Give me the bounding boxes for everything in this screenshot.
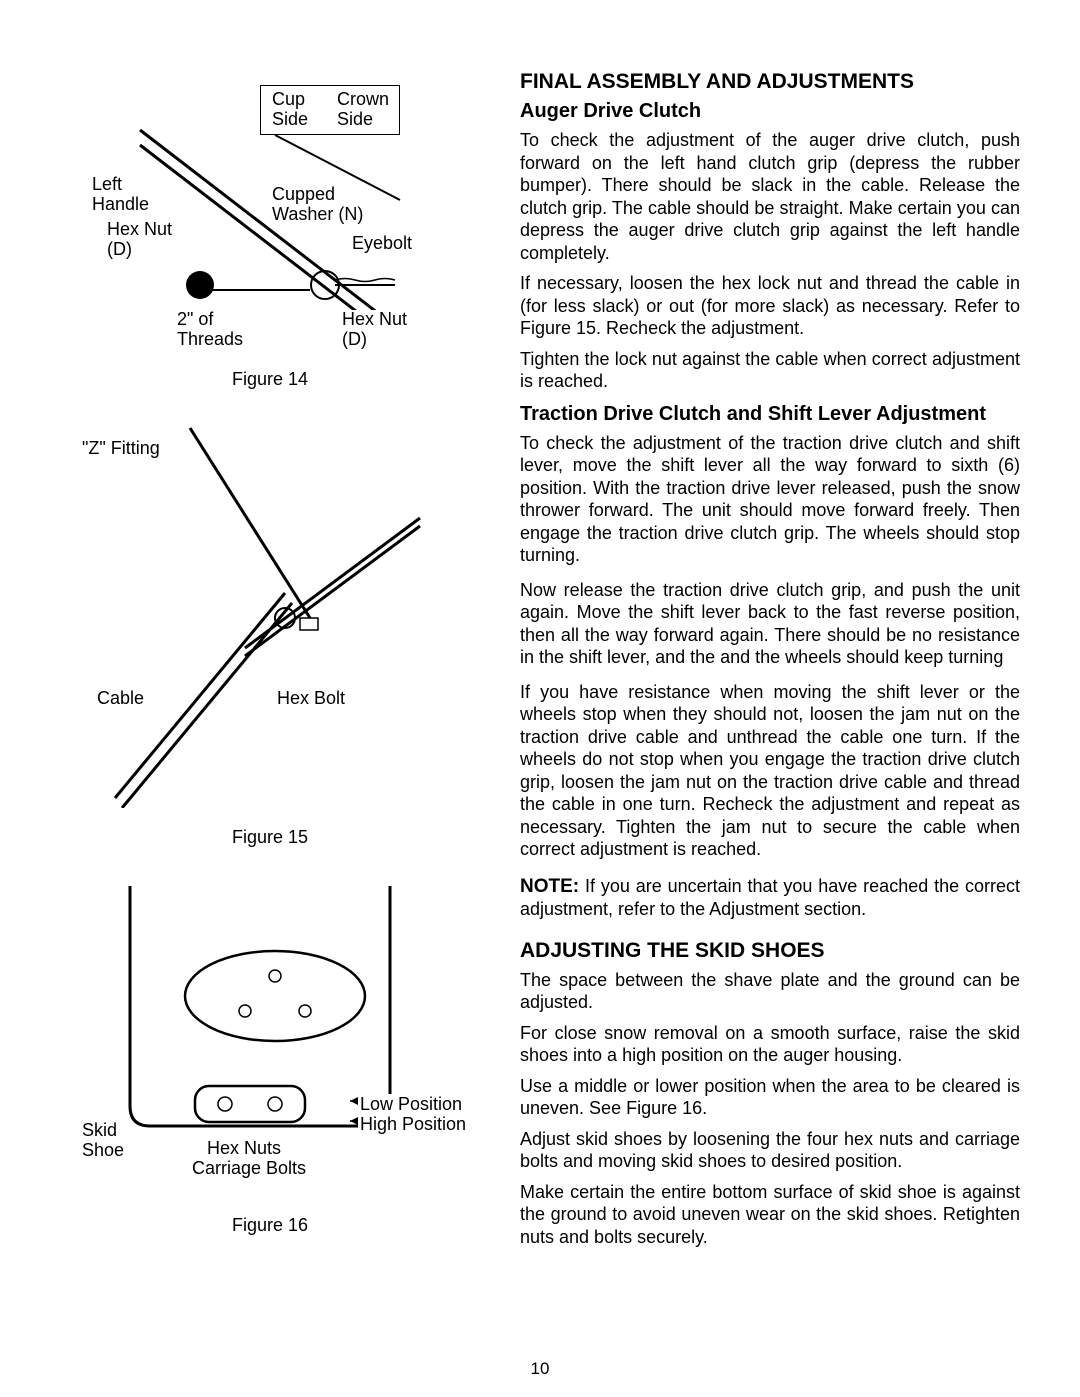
label-cup-side: CupSide	[270, 90, 310, 130]
label-cable: Cable	[95, 688, 146, 709]
label-z-fitting: "Z" Fitting	[80, 438, 162, 459]
subheading-traction: Traction Drive Clutch and Shift Lever Ad…	[520, 403, 1020, 426]
page: CupSide CrownSide LeftHandle CuppedWashe…	[60, 70, 1020, 1357]
label-hex-bolt: Hex Bolt	[275, 688, 347, 709]
right-column: FINAL ASSEMBLY AND ADJUSTMENTS Auger Dri…	[520, 70, 1020, 1357]
para-skid-5: Make certain the entire bottom surface o…	[520, 1181, 1020, 1249]
label-crown-side: CrownSide	[335, 90, 391, 130]
figure-14-caption: Figure 14	[60, 369, 480, 390]
para-auger-2: If necessary, loosen the hex lock nut an…	[520, 272, 1020, 340]
note-label: NOTE:	[520, 876, 579, 897]
label-skid-shoe: SkidShoe	[80, 1121, 126, 1161]
label-high-position: High Position	[358, 1114, 468, 1135]
page-number: 10	[0, 1359, 1080, 1379]
para-skid-2: For close snow removal on a smooth surfa…	[520, 1022, 1020, 1067]
figure-15: "Z" Fitting Cable Hex Bolt Figure 15	[60, 418, 480, 848]
heading-final-assembly: FINAL ASSEMBLY AND ADJUSTMENTS	[520, 70, 1020, 94]
para-traction-1: To check the adjustment of the traction …	[520, 432, 1020, 567]
heading-skid-shoes: ADJUSTING THE SKID SHOES	[520, 939, 1020, 963]
figure-16: SkidShoe Hex Nuts Carriage Bolts Low Pos…	[60, 876, 480, 1236]
label-hex-nut-left: Hex Nut(D)	[105, 220, 174, 260]
label-low-position: Low Position	[358, 1094, 464, 1115]
para-skid-3: Use a middle or lower position when the …	[520, 1075, 1020, 1120]
para-traction-3: If you have resistance when moving the s…	[520, 681, 1020, 861]
label-carriage-bolts: Carriage Bolts	[190, 1158, 308, 1179]
label-eyebolt: Eyebolt	[350, 233, 414, 254]
figure-16-caption: Figure 16	[60, 1215, 480, 1236]
para-traction-2: Now release the traction drive clutch gr…	[520, 579, 1020, 669]
figure-15-caption: Figure 15	[60, 827, 480, 848]
label-left-handle: LeftHandle	[90, 175, 151, 215]
label-hex-nut-right: Hex Nut(D)	[340, 310, 409, 350]
para-auger-3: Tighten the lock nut against the cable w…	[520, 348, 1020, 393]
note-paragraph: NOTE: If you are uncertain that you have…	[520, 875, 1020, 921]
figure-15-diagram	[110, 418, 440, 808]
left-column: CupSide CrownSide LeftHandle CuppedWashe…	[60, 70, 480, 1357]
figure-14: CupSide CrownSide LeftHandle CuppedWashe…	[60, 70, 480, 390]
label-threads: 2" ofThreads	[175, 310, 245, 350]
note-text: If you are uncertain that you have reach…	[520, 876, 1020, 920]
subheading-auger: Auger Drive Clutch	[520, 100, 1020, 123]
para-skid-1: The space between the shave plate and th…	[520, 969, 1020, 1014]
para-auger-1: To check the adjustment of the auger dri…	[520, 129, 1020, 264]
para-skid-4: Adjust skid shoes by loosening the four …	[520, 1128, 1020, 1173]
label-cupped-washer: CuppedWasher (N)	[270, 185, 365, 225]
label-hex-nuts: Hex Nuts	[205, 1138, 283, 1159]
